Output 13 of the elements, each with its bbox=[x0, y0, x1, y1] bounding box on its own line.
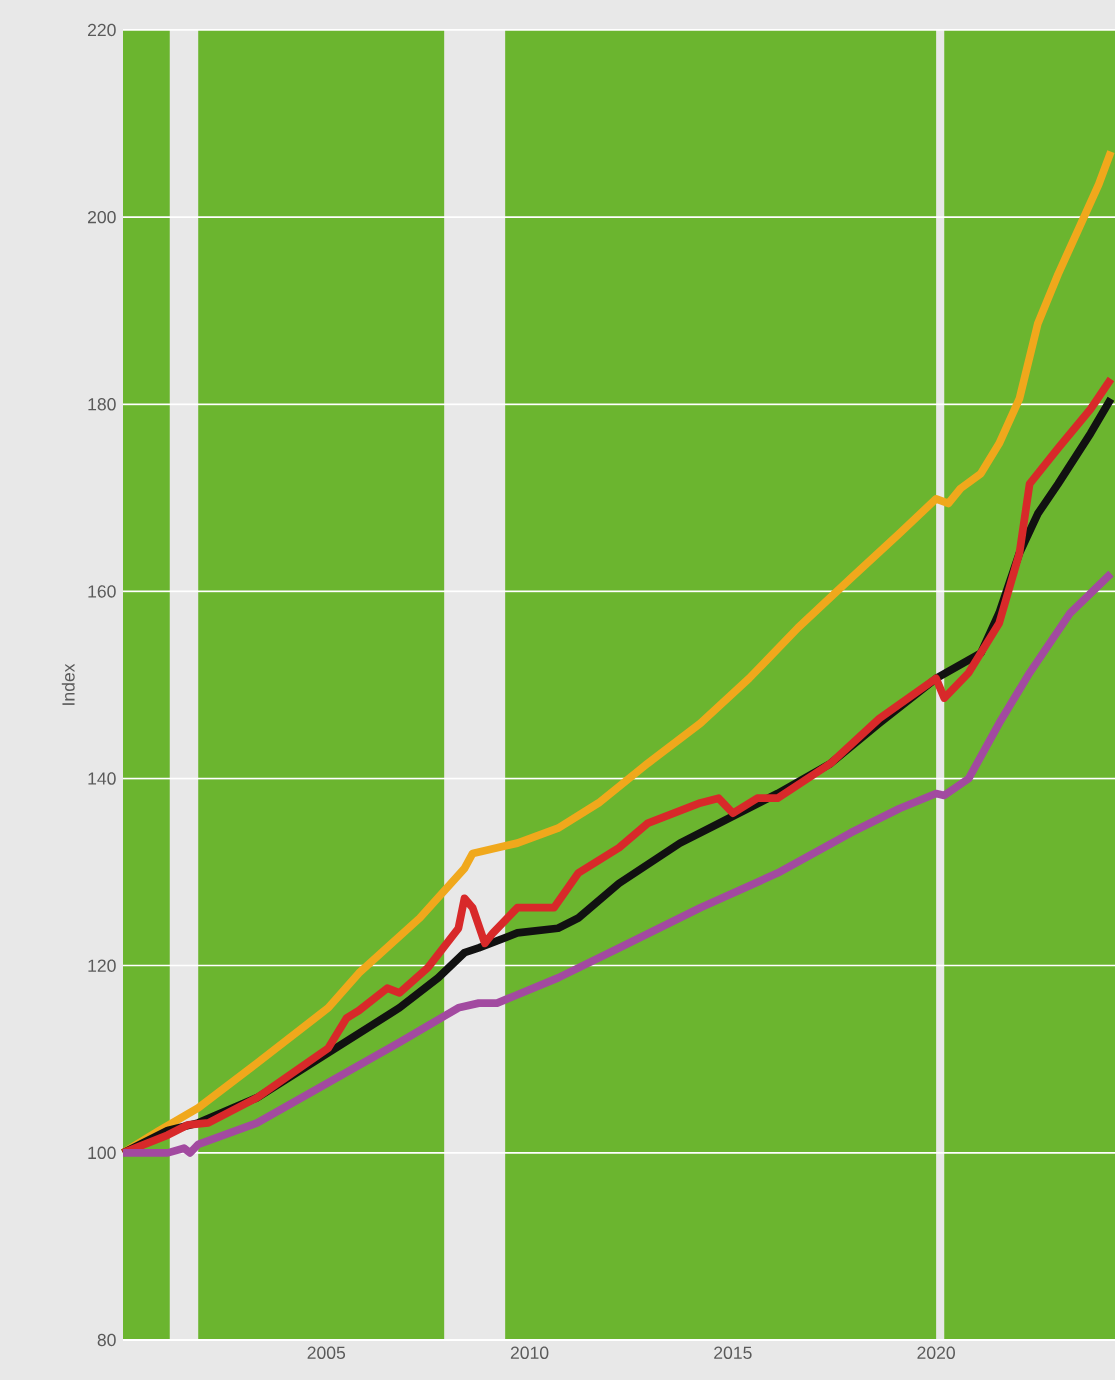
y-axis-title: Index bbox=[61, 663, 75, 705]
x-tick-label: 2020 bbox=[917, 1346, 956, 1359]
x-tick-label: 2010 bbox=[510, 1346, 549, 1359]
y-tick-label: 200 bbox=[88, 210, 116, 224]
x-tick-label: 2015 bbox=[714, 1346, 752, 1359]
y-tick-label: 180 bbox=[88, 398, 116, 411]
y-tick-label: 120 bbox=[88, 959, 116, 972]
y-tick-label: 220 bbox=[88, 23, 116, 37]
x-tick-label: 2005 bbox=[307, 1346, 346, 1359]
y-tick-label: 160 bbox=[88, 585, 116, 598]
y-tick-label: 80 bbox=[97, 1333, 116, 1347]
y-tick-label: 100 bbox=[88, 1146, 116, 1160]
y-tick-label: 140 bbox=[88, 772, 116, 785]
